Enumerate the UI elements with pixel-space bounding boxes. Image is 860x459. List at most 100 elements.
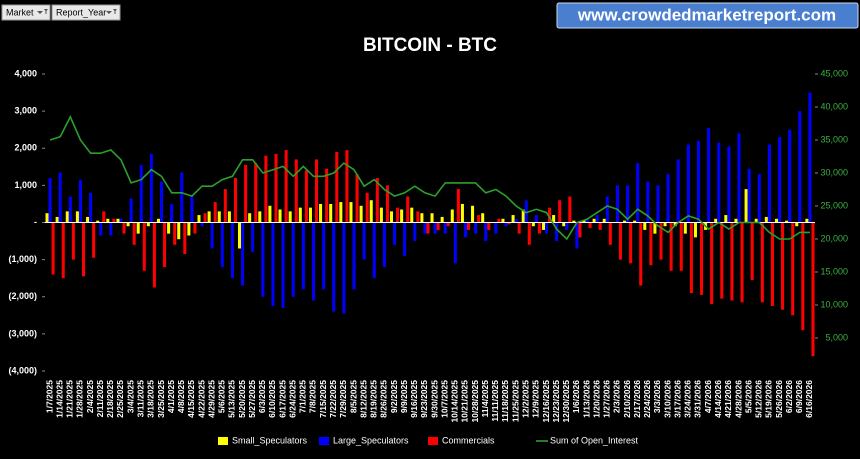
y-tick-label: (3,000) (8, 328, 37, 338)
bar (770, 222, 774, 307)
bar (308, 207, 312, 223)
bar (646, 181, 650, 223)
x-tick-label: 2/10/2026 (622, 380, 632, 418)
bar (359, 205, 363, 223)
bar (747, 168, 751, 223)
bar (406, 196, 410, 223)
x-tick-label: 6/9/2026 (794, 380, 804, 413)
bar (517, 222, 521, 234)
x-tick-label: 2/11/2025 (95, 380, 105, 418)
bar (689, 222, 693, 294)
bar (740, 222, 744, 303)
bar (403, 222, 407, 256)
x-tick-label: 9/30/2025 (429, 380, 439, 418)
bar (466, 222, 471, 230)
bar (139, 164, 143, 223)
bar (552, 215, 556, 223)
bar (410, 207, 414, 223)
bar (717, 142, 721, 223)
bar (608, 222, 612, 245)
bar (456, 189, 460, 223)
bar (774, 218, 779, 223)
banner-text[interactable]: www.crowdedmarketreport.com (577, 5, 836, 24)
bar (362, 222, 366, 260)
bar (618, 222, 622, 260)
x-tick-label: 9/9/2025 (399, 380, 409, 413)
bar (598, 222, 602, 230)
bar (757, 174, 761, 223)
bar (477, 215, 481, 223)
bar (629, 222, 633, 264)
x-tick-label: 3/4/2025 (125, 380, 135, 413)
bar (190, 196, 194, 223)
bar (81, 222, 86, 277)
bar (159, 181, 164, 223)
bar (446, 222, 450, 227)
bar (281, 222, 285, 308)
x-tick-label: 1/20/2026 (591, 380, 601, 418)
bar (443, 222, 447, 234)
bar (433, 222, 437, 234)
bar (156, 218, 160, 223)
y2-tick-label: 35,000 (820, 134, 848, 144)
bar (767, 144, 771, 223)
bar (183, 222, 187, 255)
bar (385, 185, 389, 223)
x-tick-label: 12/23/2025 (551, 380, 561, 423)
bar (714, 218, 718, 223)
bar (261, 222, 265, 297)
x-tick-label: 3/10/2026 (662, 380, 672, 418)
bar (268, 205, 272, 223)
bar (254, 163, 258, 223)
bar (544, 222, 549, 234)
bar (284, 150, 288, 223)
bar (271, 222, 275, 307)
bar (656, 185, 660, 223)
bar (734, 218, 738, 223)
bar (595, 215, 599, 223)
y-tick-label: 1,000 (14, 180, 37, 190)
x-tick-label: 4/1/2025 (166, 380, 176, 413)
y-tick-label: 3,000 (14, 106, 37, 116)
x-tick-label: 11/11/2025 (490, 380, 500, 422)
x-tick-label: 3/18/2025 (146, 380, 156, 418)
bar (653, 222, 657, 234)
filter-button[interactable] (51, 4, 121, 21)
x-tick-label: 2/25/2025 (115, 380, 125, 418)
bar (537, 222, 541, 234)
filter-label[interactable]: Market (6, 7, 34, 17)
legend-swatch (319, 437, 329, 445)
bar (440, 216, 444, 223)
bar (99, 222, 103, 236)
x-tick-label: 4/21/2026 (723, 380, 733, 418)
x-tick-label: 2/18/2025 (105, 380, 115, 418)
bar (301, 222, 305, 290)
bar (487, 222, 491, 230)
filter-button[interactable] (1, 4, 51, 21)
x-tick-label: 4/14/2026 (713, 380, 723, 418)
bar (379, 207, 383, 223)
bar (754, 218, 758, 223)
bar (511, 215, 515, 223)
bar (294, 159, 298, 223)
x-tick-label: 6/2/2026 (784, 380, 794, 413)
bar (504, 222, 508, 227)
x-tick-label: 12/9/2025 (531, 380, 541, 418)
bar (352, 222, 356, 290)
bar (102, 211, 106, 223)
bar (238, 222, 242, 249)
bar (86, 216, 90, 223)
bar (315, 159, 319, 223)
bar (426, 222, 430, 234)
legend-label: Commercials (442, 435, 495, 445)
bar (71, 222, 75, 260)
bar (805, 218, 809, 223)
bar (193, 222, 197, 234)
bar (251, 222, 255, 253)
x-tick-label: 4/28/2026 (733, 380, 743, 418)
bar (393, 222, 397, 245)
banner[interactable] (556, 2, 859, 29)
bar (659, 222, 663, 260)
filter-label[interactable]: Report_Year (56, 7, 106, 17)
bar (96, 220, 100, 223)
